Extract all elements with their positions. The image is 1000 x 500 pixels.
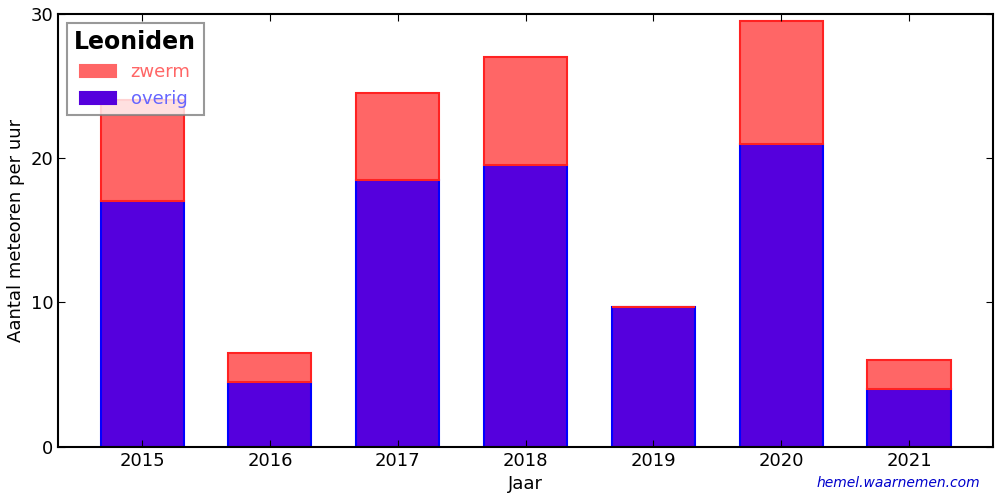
Text: hemel.waarnemen.com: hemel.waarnemen.com — [816, 476, 980, 490]
Bar — [740, 144, 823, 446]
Bar — [484, 166, 567, 446]
Bar — [228, 382, 311, 446]
Y-axis label: Aantal meteoren per uur: Aantal meteoren per uur — [7, 118, 25, 342]
Bar — [356, 180, 439, 446]
Bar — [612, 306, 695, 446]
Bar — [867, 389, 951, 446]
Bar — [356, 94, 439, 180]
Bar — [101, 202, 184, 446]
Bar — [867, 360, 951, 389]
Bar — [101, 100, 184, 202]
Bar — [740, 21, 823, 144]
Bar — [228, 353, 311, 382]
X-axis label: Jaar: Jaar — [508, 475, 543, 493]
Legend: zwerm, overig: zwerm, overig — [67, 23, 204, 116]
Bar — [484, 57, 567, 166]
